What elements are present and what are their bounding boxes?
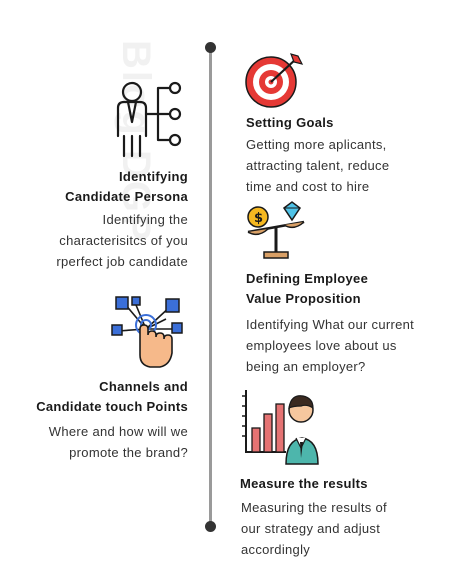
step-desc-measure-results: Measuring the results of our strategy an… bbox=[241, 500, 387, 557]
step-desc-channels: Where and how will we promote the brand? bbox=[48, 424, 188, 460]
step-title-evp: Defining Employee Value Proposition bbox=[246, 271, 369, 306]
scale-icon: $ bbox=[244, 200, 308, 265]
step-title-setting-goals: Setting Goals bbox=[246, 115, 334, 130]
timeline-start-dot bbox=[205, 42, 216, 53]
persona-network-icon bbox=[106, 78, 186, 165]
step-title-measure-results: Measure the results bbox=[240, 476, 368, 491]
results-chart-icon bbox=[240, 386, 328, 471]
timeline-end-dot bbox=[205, 521, 216, 532]
timeline-line bbox=[209, 48, 212, 528]
touch-network-icon bbox=[110, 293, 186, 378]
step-desc-setting-goals: Getting more aplicants, attracting talen… bbox=[246, 137, 390, 194]
svg-text:$: $ bbox=[254, 211, 263, 226]
target-icon bbox=[244, 50, 306, 115]
step-title-channels: Channels and Candidate touch Points bbox=[36, 379, 188, 414]
step-desc-candidate-persona: Identifying the characterisitcs of you r… bbox=[56, 212, 188, 269]
step-desc-evp: Identifying What our current employees l… bbox=[246, 317, 415, 374]
step-title-candidate-persona: Identifying Candidate Persona bbox=[65, 169, 188, 204]
